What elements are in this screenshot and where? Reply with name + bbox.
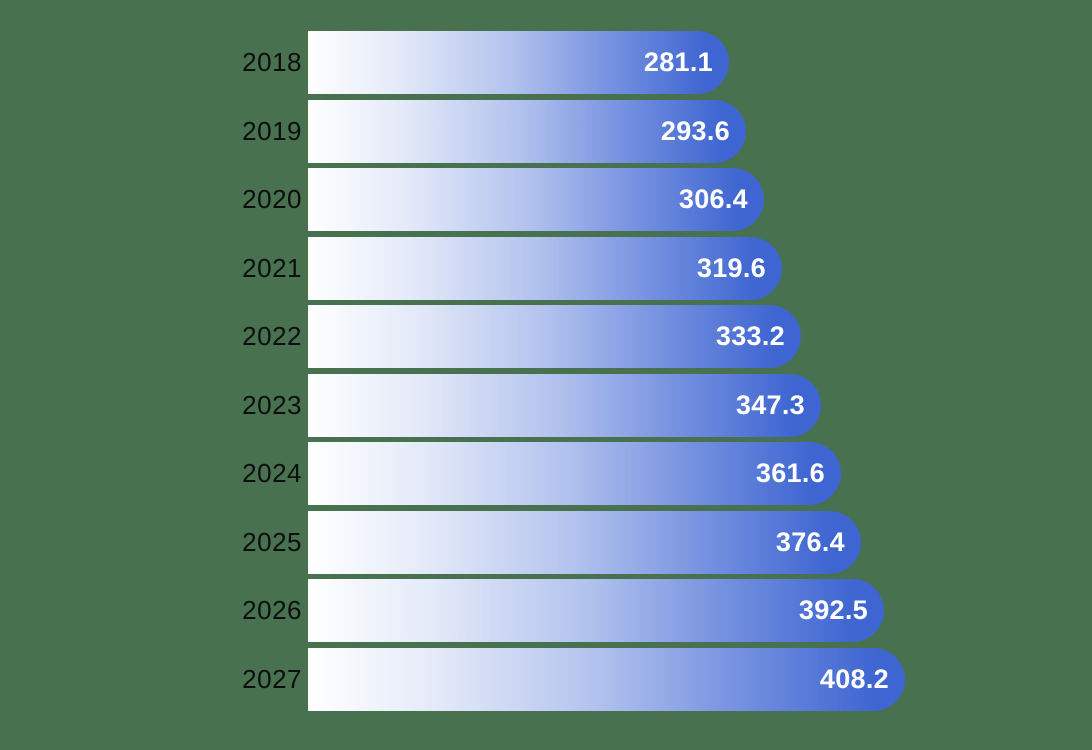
bar-row: 2022 333.2 xyxy=(0,305,1092,368)
bar: 376.4 xyxy=(308,510,861,574)
bar-row: 2020 306.4 xyxy=(0,168,1092,231)
category-label: 2020 xyxy=(242,184,302,214)
bar: 333.2 xyxy=(308,305,801,368)
bar-row: 2024 361.6 xyxy=(0,442,1092,505)
category-label: 2019 xyxy=(242,115,302,146)
value-label: 361.6 xyxy=(755,458,825,488)
value-label: 392.5 xyxy=(798,595,868,625)
bar: 361.6 xyxy=(308,442,841,505)
bar-chart: 2018 281.1 2019 293.6 2020 306.4 2021 319.6 2022… xyxy=(0,31,1092,711)
bar: 408.2 xyxy=(308,647,905,711)
category-label: 2021 xyxy=(242,252,302,283)
bar: 281.1 xyxy=(308,31,729,94)
value-label: 376.4 xyxy=(775,526,845,557)
category-label: 2024 xyxy=(242,458,302,488)
value-label: 281.1 xyxy=(643,47,713,77)
bar-row: 2018 281.1 xyxy=(0,31,1092,94)
bar: 319.6 xyxy=(308,236,782,300)
value-label: 333.2 xyxy=(715,321,785,351)
category-label: 2025 xyxy=(242,526,302,557)
value-label: 293.6 xyxy=(660,115,730,146)
bar: 306.4 xyxy=(308,168,764,231)
category-label: 2026 xyxy=(242,595,302,625)
value-label: 408.2 xyxy=(819,663,889,694)
bar-row: 2019 293.6 xyxy=(0,99,1092,163)
value-label: 306.4 xyxy=(678,184,748,214)
bar-row: 2023 347.3 xyxy=(0,373,1092,437)
bar: 392.5 xyxy=(308,579,884,642)
value-label: 347.3 xyxy=(735,389,805,420)
category-label: 2023 xyxy=(242,389,302,420)
bar-row: 2026 392.5 xyxy=(0,579,1092,642)
category-label: 2018 xyxy=(242,47,302,77)
bar-row: 2025 376.4 xyxy=(0,510,1092,574)
category-label: 2027 xyxy=(242,663,302,694)
bar-row: 2027 408.2 xyxy=(0,647,1092,711)
bar-row: 2021 319.6 xyxy=(0,236,1092,300)
category-label: 2022 xyxy=(242,321,302,351)
bar: 347.3 xyxy=(308,373,821,437)
bar-rows: 2018 281.1 2019 293.6 2020 306.4 2021 319.6 2022… xyxy=(0,31,1092,711)
bar: 293.6 xyxy=(308,99,746,163)
value-label: 319.6 xyxy=(696,252,766,283)
